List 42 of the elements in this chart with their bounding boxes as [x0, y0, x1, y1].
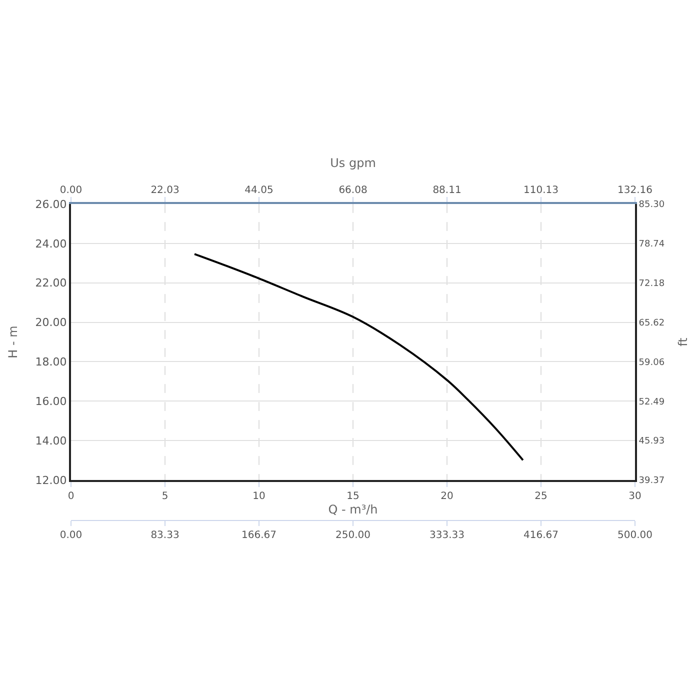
x2-tick-label: 66.08 [338, 185, 368, 196]
y2-tick-label: 45.93 [638, 436, 665, 447]
y2-tick-label: 78.74 [638, 240, 665, 250]
x2-tick-label: 110.13 [523, 185, 558, 196]
y2-tick-label: 59.06 [638, 358, 665, 368]
line-series [194, 253, 524, 462]
x-tick-label: 20 [440, 491, 454, 502]
text: 83.33 [150, 530, 180, 541]
y-tick-label: 12.00 [35, 474, 67, 487]
y-axis-title: H - m [6, 326, 20, 358]
text: 166.67 [242, 530, 276, 541]
text: 333.33 [430, 530, 464, 541]
text: 250.00 [336, 530, 370, 541]
y2-axis-title: ft [676, 337, 690, 346]
y-tick-label: 18.00 [35, 356, 67, 369]
x2-tick-label: 0.00 [60, 185, 82, 196]
x2-axis-title: Us gpm [330, 156, 376, 170]
x-axis-title: Q - m³/h [328, 502, 378, 516]
text: 0.00 [60, 530, 82, 541]
x-tick-label: 0 [68, 491, 74, 502]
y-tick-label: 26.00 [35, 198, 67, 211]
y-tick-label: 24.00 [35, 237, 67, 250]
y2-tick-label: 65.62 [638, 318, 665, 328]
x2-tick-label: 44.05 [244, 185, 274, 196]
x-tick-label: 30 [628, 491, 642, 502]
y-tick-label: 14.00 [35, 434, 67, 448]
y2-tick-label: 52.49 [638, 397, 665, 408]
y-tick-label: 22.00 [35, 276, 67, 290]
text: 416.67 [524, 530, 558, 541]
x-tick-label: 10 [252, 491, 266, 502]
y-tick-label: 16.00 [35, 394, 67, 408]
y2-tick-label: 39.37 [638, 476, 665, 486]
x2-tick-label: 88.11 [432, 185, 462, 196]
x-tick-label: 15 [346, 491, 360, 502]
x-tick-label: 25 [534, 491, 548, 502]
y2-tick-label: 72.18 [638, 278, 665, 289]
text: 500.00 [618, 530, 652, 541]
x2-tick-label: 132.16 [618, 185, 652, 196]
x2-tick-label: 22.03 [150, 185, 180, 196]
x-tick-label: 5 [162, 491, 168, 502]
y2-tick-label: 85.30 [638, 200, 665, 210]
y-tick-label: 20.00 [35, 316, 67, 330]
